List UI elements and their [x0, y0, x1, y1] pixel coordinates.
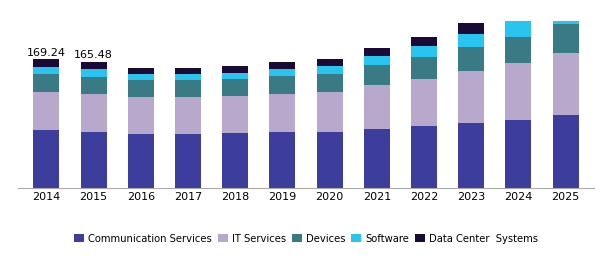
- Bar: [128, 68, 154, 74]
- Bar: [128, 74, 154, 80]
- Bar: [128, 134, 154, 188]
- Bar: [80, 69, 107, 77]
- Bar: [34, 130, 59, 188]
- Bar: [505, 37, 532, 63]
- Bar: [222, 96, 248, 133]
- Bar: [34, 92, 59, 130]
- Bar: [553, 0, 578, 4]
- Bar: [222, 73, 248, 79]
- Bar: [175, 68, 201, 74]
- Bar: [222, 79, 248, 96]
- Bar: [175, 74, 201, 80]
- Bar: [317, 66, 343, 74]
- Bar: [364, 85, 390, 129]
- Text: 169.24: 169.24: [27, 48, 66, 57]
- Bar: [269, 76, 295, 94]
- Bar: [34, 60, 59, 67]
- Bar: [80, 62, 107, 69]
- Bar: [317, 59, 343, 66]
- Bar: [505, 120, 532, 188]
- Bar: [269, 69, 295, 76]
- Bar: [411, 37, 437, 46]
- Bar: [128, 97, 154, 134]
- Bar: [411, 79, 437, 126]
- Legend: Communication Services, IT Services, Devices, Software, Data Center  Systems: Communication Services, IT Services, Dev…: [70, 230, 542, 248]
- Bar: [222, 67, 248, 73]
- Bar: [411, 46, 437, 57]
- Text: 165.48: 165.48: [74, 50, 113, 60]
- Bar: [553, 53, 578, 115]
- Bar: [411, 126, 437, 188]
- Bar: [317, 74, 343, 92]
- Bar: [364, 48, 390, 56]
- Bar: [175, 80, 201, 97]
- Bar: [458, 123, 484, 188]
- Bar: [269, 133, 295, 188]
- Bar: [411, 57, 437, 79]
- Bar: [505, 8, 532, 21]
- Bar: [175, 97, 201, 134]
- Bar: [364, 56, 390, 65]
- Bar: [458, 23, 484, 34]
- Bar: [458, 71, 484, 123]
- Bar: [128, 80, 154, 97]
- Bar: [269, 62, 295, 69]
- Bar: [364, 65, 390, 85]
- Bar: [317, 92, 343, 132]
- Bar: [80, 94, 107, 132]
- Bar: [80, 132, 107, 188]
- Bar: [34, 67, 59, 74]
- Bar: [269, 94, 295, 133]
- Bar: [364, 129, 390, 188]
- Bar: [505, 21, 532, 37]
- Bar: [553, 24, 578, 53]
- Bar: [505, 63, 532, 120]
- Bar: [80, 77, 107, 94]
- Bar: [458, 47, 484, 71]
- Bar: [317, 132, 343, 188]
- Bar: [553, 115, 578, 188]
- Bar: [222, 133, 248, 188]
- Bar: [458, 34, 484, 47]
- Bar: [553, 4, 578, 24]
- Bar: [175, 134, 201, 188]
- Bar: [34, 74, 59, 92]
